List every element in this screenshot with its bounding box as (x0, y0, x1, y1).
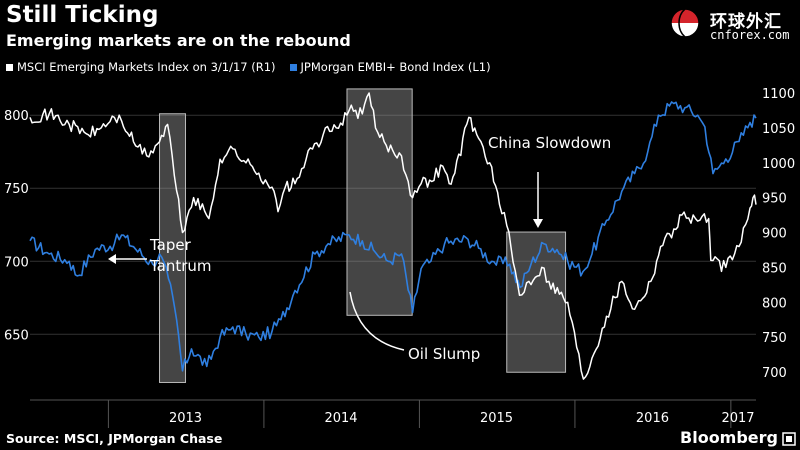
annotation-line: Tantrum (149, 257, 212, 275)
y-right-tick-label: 1100 (762, 87, 795, 102)
legend-item-embi: JPMorgan EMBI+ Bond Index (L1) (289, 60, 491, 74)
chart-title: Still Ticking (6, 2, 159, 28)
legend-swatch-msci (6, 63, 13, 71)
annotation-arrow-head (108, 254, 116, 264)
watermark-url: cnforex.com (710, 28, 790, 42)
legend-item-msci: MSCI Emerging Markets Index on 3/1/17 (R… (6, 60, 276, 74)
legend-label-msci: MSCI Emerging Markets Index on 3/1/17 (R… (17, 60, 276, 74)
y-right-tick-label: 700 (762, 366, 787, 381)
chart-subtitle: Emerging markets are on the rebound (6, 31, 351, 50)
x-tick-label: 2016 (636, 411, 669, 426)
bloomberg-square-icon (782, 432, 796, 446)
annotation-taper-tantrum: Taper Tantrum (149, 236, 212, 275)
y-right-tick-label: 800 (762, 296, 787, 311)
annotation-oil-slump: Oil Slump (408, 345, 480, 363)
annotation-arrow-head (533, 219, 543, 228)
watermark-chinese: 环球外汇 (710, 12, 782, 32)
x-tick-label: 2015 (480, 411, 513, 426)
x-tick-label: 2014 (324, 411, 357, 426)
y-right-tick-label: 900 (762, 227, 787, 242)
y-left-tick-label: 800 (4, 109, 29, 124)
series-line-msci (29, 92, 757, 380)
annotation-oil-curve (349, 291, 405, 351)
legend-label-embi: JPMorgan EMBI+ Bond Index (L1) (300, 60, 491, 74)
x-tick-label: 2013 (169, 411, 202, 426)
bloomberg-brand: Bloomberg (680, 428, 778, 447)
series-line-embi (29, 101, 757, 372)
highlight-box (506, 231, 567, 373)
annotation-line: Taper (149, 236, 192, 254)
y-right-tick-label: 950 (762, 192, 787, 207)
highlight-box (346, 88, 413, 316)
y-right-tick-label: 1000 (762, 157, 795, 172)
y-right-tick-label: 1050 (762, 122, 795, 137)
y-right-tick-label: 750 (762, 331, 787, 346)
annotation-china-slowdown: China Slowdown (488, 134, 611, 152)
source-note: Source: MSCI, JPMorgan Chase (6, 431, 223, 446)
y-left-tick-label: 700 (4, 255, 29, 270)
watermark-logo: 环球外汇 cnforex.com (664, 4, 794, 44)
x-tick-label: 2017 (721, 411, 754, 426)
legend-swatch-embi (289, 63, 297, 71)
y-left-tick-label: 750 (4, 182, 29, 197)
globe-logo-icon (670, 8, 700, 38)
y-left-tick-label: 650 (4, 328, 29, 343)
chart-legend: MSCI Emerging Markets Index on 3/1/17 (R… (6, 60, 491, 74)
y-right-tick-label: 850 (762, 261, 787, 276)
